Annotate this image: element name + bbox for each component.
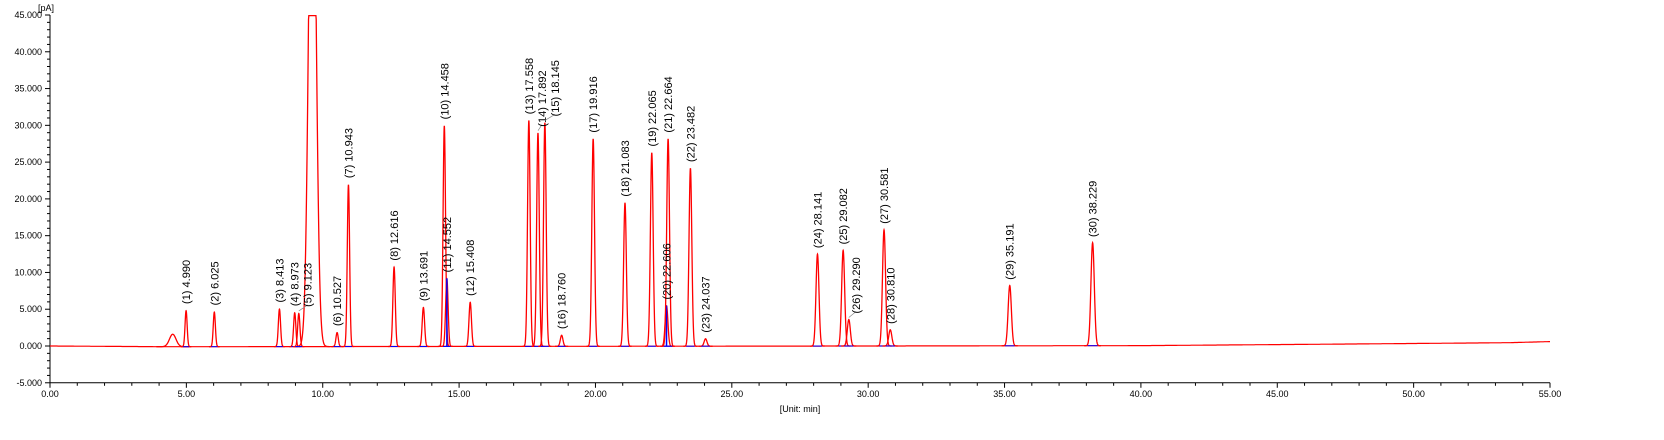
y-tick-label: 30.000 xyxy=(14,120,42,130)
peak-label: (20) 22.606 xyxy=(662,243,674,299)
peak-label-leader xyxy=(544,114,556,121)
peak-label: (24) 28.141 xyxy=(812,192,824,248)
peak-9 xyxy=(417,306,430,348)
peak-label: (6) 10.527 xyxy=(332,276,344,326)
peak-label: (2) 6.025 xyxy=(209,261,221,305)
peak-label: (16) 18.760 xyxy=(557,273,569,329)
peak-7 xyxy=(342,184,355,348)
peak-13 xyxy=(522,120,536,348)
peak-3 xyxy=(273,308,285,348)
peak-label: (25) 29.082 xyxy=(838,188,850,244)
peak-8 xyxy=(388,265,400,348)
peak-label: (19) 22.065 xyxy=(647,90,659,146)
peak-10 xyxy=(437,125,451,348)
peak-label: (9) 13.691 xyxy=(418,251,430,301)
peak-label-leader xyxy=(537,124,543,131)
x-tick-label: 30.00 xyxy=(857,389,880,399)
peak-15 xyxy=(538,122,552,347)
peak-label: (12) 15.408 xyxy=(465,240,477,296)
x-tick-label: 55.00 xyxy=(1539,389,1562,399)
peak-label-leader xyxy=(848,311,857,318)
x-axis-unit: [Unit: min] xyxy=(780,404,821,414)
peak-label: (3) 8.413 xyxy=(274,258,286,302)
peak-label: (21) 22.664 xyxy=(663,76,675,132)
peak-label: (29) 35.191 xyxy=(1005,223,1017,279)
x-tick-label: 45.00 xyxy=(1266,389,1289,399)
peak-label: (5) 9.123 xyxy=(303,263,315,307)
y-tick-label: 20.000 xyxy=(14,194,42,204)
peak-label: (15) 18.145 xyxy=(550,60,562,116)
peak-label: (11) 14.552 xyxy=(442,217,454,272)
peak-label: (13) 17.558 xyxy=(524,58,536,114)
peak-23 xyxy=(698,338,713,347)
solvent-peak xyxy=(294,14,330,348)
peak-label: (17) 19.916 xyxy=(588,76,600,132)
y-tick-label: 25.000 xyxy=(14,157,42,167)
peak-26 xyxy=(841,318,857,347)
peak-label: (1) 4.990 xyxy=(181,260,193,304)
peak-label: (7) 10.943 xyxy=(343,128,355,178)
peak-19 xyxy=(644,152,659,347)
y-tick-label: -5.000 xyxy=(16,378,42,388)
peak-22 xyxy=(683,168,698,347)
peak-label: (30) 38.229 xyxy=(1088,181,1100,237)
signal-trace xyxy=(50,14,1550,348)
peak-29 xyxy=(1001,284,1018,347)
peak-label: (8) 12.616 xyxy=(389,210,401,260)
x-tick-label: 10.00 xyxy=(311,389,334,399)
y-tick-label: 0.000 xyxy=(19,341,42,351)
peak-label: (23) 24.037 xyxy=(701,276,713,332)
peak-2 xyxy=(208,311,220,348)
peak-16 xyxy=(555,334,569,347)
peak-18 xyxy=(618,202,632,347)
axes: 45.000 40.000 35.000 30.000 25.000 20.000 15.0… xyxy=(14,10,1561,399)
peak-6 xyxy=(331,331,343,348)
peak-label-leader xyxy=(298,304,308,312)
baseline-trace xyxy=(50,341,1550,348)
x-tick-label: 35.00 xyxy=(993,389,1016,399)
x-tick-label: 20.00 xyxy=(584,389,607,399)
peak-21 xyxy=(661,138,675,347)
x-tick-label: 0.00 xyxy=(41,389,59,399)
peak-12 xyxy=(463,301,477,348)
y-tick-label: 15.000 xyxy=(14,231,42,241)
x-tick-label: 50.00 xyxy=(1402,389,1425,399)
peak-label: (18) 21.083 xyxy=(620,140,632,196)
peak-labels: (1) 4.990 (2) 6.025 (3) 8.413 (4) 8.973 (5) … xyxy=(181,58,1100,333)
peak-label: (22) 23.482 xyxy=(685,106,697,162)
peak-label: (14) 17.892 xyxy=(537,70,549,126)
peak-5 xyxy=(293,312,305,348)
x-tick-label: 5.00 xyxy=(178,389,196,399)
peak-17 xyxy=(586,138,600,347)
y-tick-label: 10.000 xyxy=(14,267,42,277)
peak-28 xyxy=(882,329,898,347)
peak-25 xyxy=(835,248,851,347)
peak-30 xyxy=(1084,240,1101,347)
x-tick-label: 25.00 xyxy=(721,389,744,399)
y-tick-label: 5.000 xyxy=(19,304,42,314)
peak-label: (10) 14.458 xyxy=(439,63,451,119)
y-tick-label: 45.000 xyxy=(14,10,42,20)
y-tick-label: 35.000 xyxy=(14,84,42,94)
peak-14 xyxy=(531,132,545,348)
y-axis-unit: [pA] xyxy=(38,3,54,13)
peak-1 xyxy=(180,309,192,348)
peak-label: (27) 30.581 xyxy=(879,168,891,224)
x-tick-label: 15.00 xyxy=(448,389,471,399)
peak-label: (28) 30.810 xyxy=(885,268,897,324)
x-tick-label: 40.00 xyxy=(1130,389,1153,399)
y-tick-label: 40.000 xyxy=(14,47,42,57)
peak-label: (26) 29.290 xyxy=(851,257,863,313)
peak-label: (4) 8.973 xyxy=(290,262,302,306)
peak-24 xyxy=(810,252,825,347)
